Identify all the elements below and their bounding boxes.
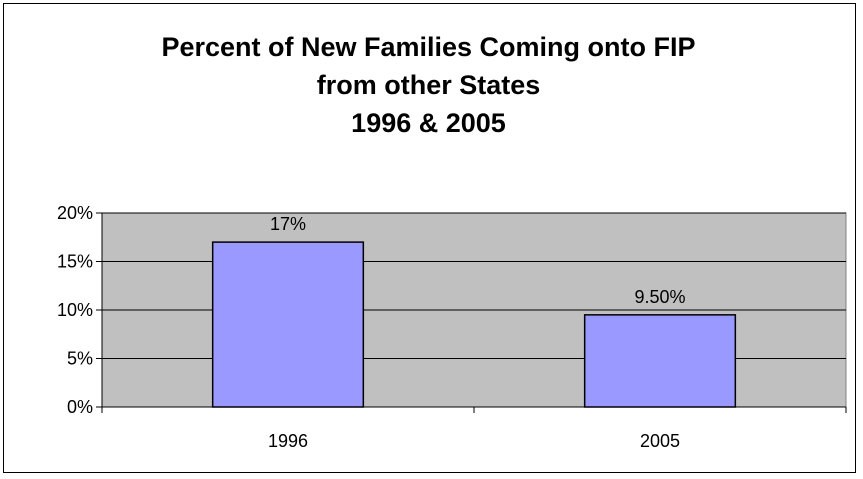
- bar-1996: [211, 241, 365, 408]
- chart-title: Percent of New Families Coming onto FIP …: [0, 28, 857, 142]
- x-tick-label-1996: 1996: [268, 431, 308, 451]
- data-label-2005: 9.50%: [634, 287, 685, 307]
- bar-2005: [583, 314, 737, 408]
- data-label-1996: 17%: [270, 214, 306, 234]
- y-tick-label-0: 0%: [67, 397, 93, 417]
- y-tick-label-4: 20%: [57, 203, 93, 223]
- y-tick-label-3: 15%: [57, 252, 93, 272]
- y-tick-label-1: 5%: [67, 349, 93, 369]
- chart-title-line-2: from other States: [316, 70, 541, 100]
- x-tick-label-2005: 2005: [640, 431, 680, 451]
- y-tick-label-2: 10%: [57, 300, 93, 320]
- chart-title-line-3: 1996 & 2005: [351, 108, 506, 138]
- chart-title-line-1: Percent of New Families Coming onto FIP: [161, 32, 696, 62]
